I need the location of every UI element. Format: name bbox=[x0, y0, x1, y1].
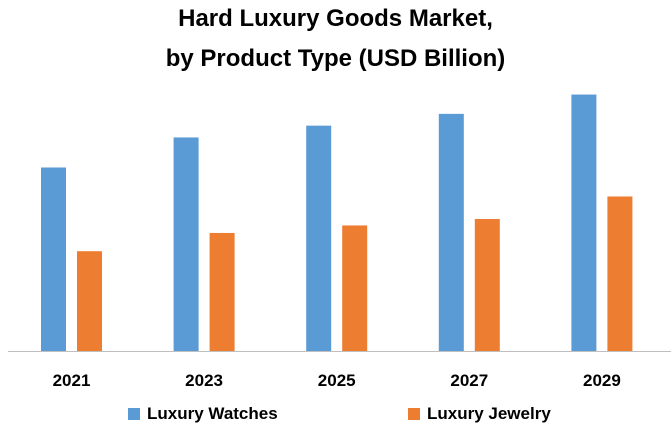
bar-luxury-watches-2021 bbox=[41, 167, 66, 351]
x-tick-label-2025: 2025 bbox=[318, 371, 356, 390]
bar-luxury-watches-2029 bbox=[571, 94, 597, 352]
bar-chart: 2021 2023 2025 2027 2029 bbox=[8, 94, 671, 390]
chart-title-line-1: Hard Luxury Goods Market, bbox=[178, 5, 493, 32]
legend-label-luxury-jewelry: Luxury Jewelry bbox=[427, 404, 551, 423]
legend-item-luxury-watches: Luxury Watches bbox=[128, 404, 278, 424]
x-tick-label-2027: 2027 bbox=[450, 371, 488, 390]
x-tick-label-2021: 2021 bbox=[53, 371, 91, 390]
x-tick-label-2029: 2029 bbox=[583, 371, 621, 390]
legend: Luxury Watches Luxury Jewelry bbox=[0, 404, 671, 430]
bar-luxury-jewelry-2027 bbox=[474, 219, 500, 351]
bar-luxury-jewelry-2023 bbox=[209, 232, 235, 351]
chart-title-line-2: by Product Type (USD Billion) bbox=[165, 45, 506, 72]
bar-luxury-jewelry-2029 bbox=[607, 196, 633, 351]
legend-label-luxury-watches: Luxury Watches bbox=[147, 404, 278, 423]
legend-swatch-luxury-watches bbox=[128, 408, 140, 420]
legend-item-luxury-jewelry: Luxury Jewelry bbox=[408, 404, 551, 424]
bar-luxury-watches-2027 bbox=[438, 113, 464, 351]
bar-luxury-watches-2025 bbox=[306, 125, 332, 352]
bar-luxury-jewelry-2021 bbox=[77, 251, 102, 351]
legend-swatch-luxury-jewelry bbox=[408, 408, 420, 420]
bar-luxury-watches-2023 bbox=[173, 137, 199, 351]
bar-luxury-jewelry-2025 bbox=[342, 225, 368, 351]
x-tick-label-2023: 2023 bbox=[185, 371, 223, 390]
